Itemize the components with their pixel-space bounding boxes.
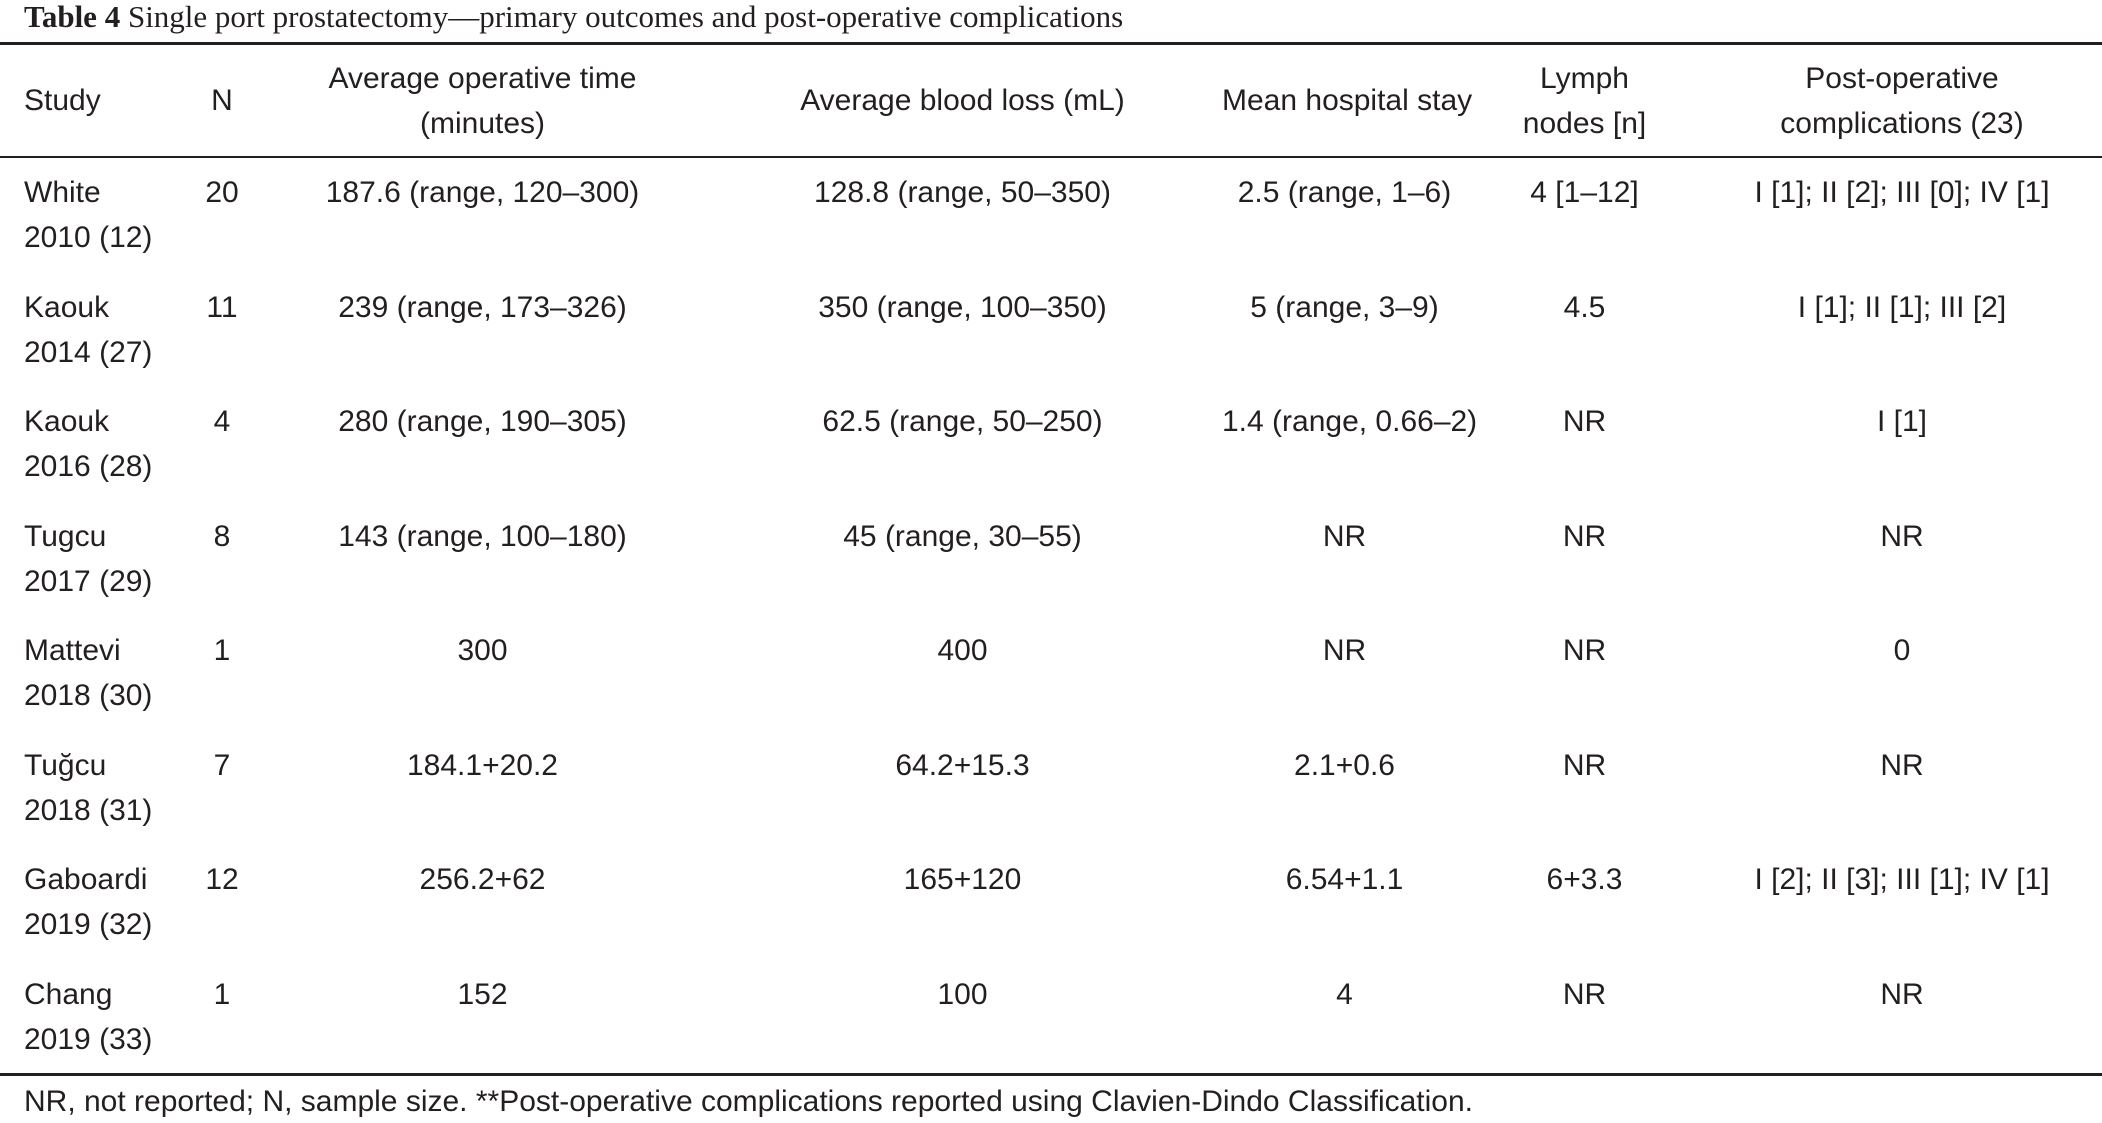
complications-cell: I [1]; II [2]; III [0]; IV [1] [1754, 176, 2050, 209]
column-header-study: Study [24, 84, 101, 117]
lymph-nodes-cell: NR [1562, 405, 1607, 438]
table-row: Mattevi 2018 (30) 1 300 400 NR NR 0 [0, 614, 2102, 729]
blood-loss-cell: 350 (range, 100–350) [818, 290, 1107, 324]
table-row: Gaboardi 2019 (32) 12 256.2+62 165+120 6.54+1… [0, 843, 2102, 958]
hospital-stay-cell: 4 [1336, 977, 1353, 1011]
column-header-n: N [211, 84, 233, 117]
n-cell: 20 [205, 176, 239, 209]
blood-loss-cell: 165+120 [903, 863, 1022, 896]
column-header-complications: Post-operative complications (23) [1780, 61, 2024, 140]
column-header-operative-time: Average operative time (minutes) [328, 61, 637, 140]
blood-loss-cell: 62.5 (range, 50–250) [822, 405, 1103, 438]
column-header-hospital-stay: Mean hospital stay [1222, 84, 1473, 117]
lymph-nodes-cell: NR [1562, 977, 1607, 1011]
blood-loss-cell: 128.8 (range, 50–350) [814, 176, 1111, 209]
lymph-nodes-cell: 4 [1–12] [1530, 176, 1639, 209]
study-cell: White 2010 (12) [24, 176, 153, 254]
lymph-nodes-cell: NR [1562, 748, 1607, 782]
hospital-stay-cell: 2.5 (range, 1–6) [1237, 176, 1452, 209]
table-footnote: NR, not reported; N, sample size. **Post… [24, 1085, 1473, 1118]
blood-loss-cell: 400 [937, 634, 988, 667]
table-row: White 2010 (12) 20 187.6 (range, 120–300) 12… [0, 156, 2102, 271]
column-header-blood-loss: Average blood loss (mL) [800, 84, 1125, 117]
study-cell: Mattevi 2018 (30) [24, 634, 153, 712]
operative-time-cell: 187.6 (range, 120–300) [325, 176, 640, 209]
operative-time-cell: 184.1+20.2 [407, 748, 558, 782]
operative-time-cell: 256.2+62 [419, 863, 546, 896]
study-cell: Chang 2019 (33) [24, 977, 153, 1056]
lymph-nodes-cell: NR [1562, 519, 1607, 553]
blood-loss-cell: 100 [937, 977, 988, 1011]
operative-time-cell: 300 [457, 634, 508, 667]
complications-cell: NR [1880, 748, 1924, 782]
study-cell: Kaouk 2016 (28) [24, 405, 153, 483]
table-row: Chang 2019 (33) 1 152 100 4 NR NR [0, 958, 2102, 1073]
complications-cell: NR [1880, 519, 1924, 553]
hospital-stay-cell: 1.4 (range, 0.66–2) [1222, 405, 1478, 438]
study-cell: Gaboardi 2019 (32) [24, 863, 153, 941]
hospital-stay-cell: 5 (range, 3–9) [1250, 290, 1439, 324]
complications-cell: 0 [1893, 634, 1911, 667]
n-cell: 12 [205, 863, 239, 896]
complications-cell: I [1]; II [1]; III [2] [1797, 290, 2007, 324]
n-cell: 11 [206, 290, 238, 324]
n-cell: 8 [213, 519, 231, 553]
table-row: Tuğcu 2018 (31) 7 184.1+20.2 64.2+15.3 2.1+0.… [0, 729, 2102, 844]
table-number: Table 4 [24, 0, 121, 34]
study-cell: Kaouk 2014 (27) [24, 290, 153, 369]
operative-time-cell: 143 (range, 100–180) [338, 519, 627, 553]
n-cell: 7 [213, 748, 231, 782]
table-row: Kaouk 2014 (27) 11 239 (range, 173–326) 350 … [0, 271, 2102, 386]
column-header-lymph-nodes: Lymph nodes [n] [1522, 61, 1647, 140]
hospital-stay-cell: 2.1+0.6 [1294, 748, 1395, 782]
outcomes-table: Study N Average operative time (minutes) … [0, 45, 2102, 1072]
complications-cell: I [1] [1876, 405, 1928, 438]
header-row: Study N Average operative time (minutes) … [0, 45, 2102, 156]
top-rule [0, 42, 2102, 45]
n-cell: 1 [213, 977, 231, 1011]
hospital-stay-cell: NR [1322, 634, 1367, 667]
lymph-nodes-cell: 6+3.3 [1546, 863, 1623, 896]
table-row: Kaouk 2016 (28) 4 280 (range, 190–305) 62.5 … [0, 385, 2102, 500]
hospital-stay-cell: 6.54+1.1 [1285, 863, 1404, 896]
operative-time-cell: 239 (range, 173–326) [338, 290, 627, 324]
table-row: Tugcu 2017 (29) 8 143 (range, 100–180) 45 (r… [0, 500, 2102, 615]
study-cell: Tuğcu 2018 (31) [24, 748, 153, 827]
hospital-stay-cell: NR [1322, 519, 1367, 553]
lymph-nodes-cell: NR [1562, 634, 1607, 667]
study-cell: Tugcu 2017 (29) [24, 519, 153, 598]
table-caption: Table 4 Single port prostatectomy—primar… [24, 0, 1123, 40]
complications-cell: I [2]; II [3]; III [1]; IV [1] [1754, 863, 2050, 896]
bottom-rule [0, 1073, 2102, 1076]
lymph-nodes-cell: 4.5 [1563, 290, 1606, 324]
operative-time-cell: 280 (range, 190–305) [338, 405, 627, 438]
blood-loss-cell: 64.2+15.3 [895, 748, 1030, 782]
table-title: Single port prostatectomy—primary outcom… [127, 0, 1124, 34]
n-cell: 4 [213, 405, 231, 438]
complications-cell: NR [1880, 977, 1924, 1011]
blood-loss-cell: 45 (range, 30–55) [843, 519, 1082, 553]
header-rule [0, 156, 2102, 158]
operative-time-cell: 152 [457, 977, 508, 1011]
n-cell: 1 [213, 634, 231, 667]
